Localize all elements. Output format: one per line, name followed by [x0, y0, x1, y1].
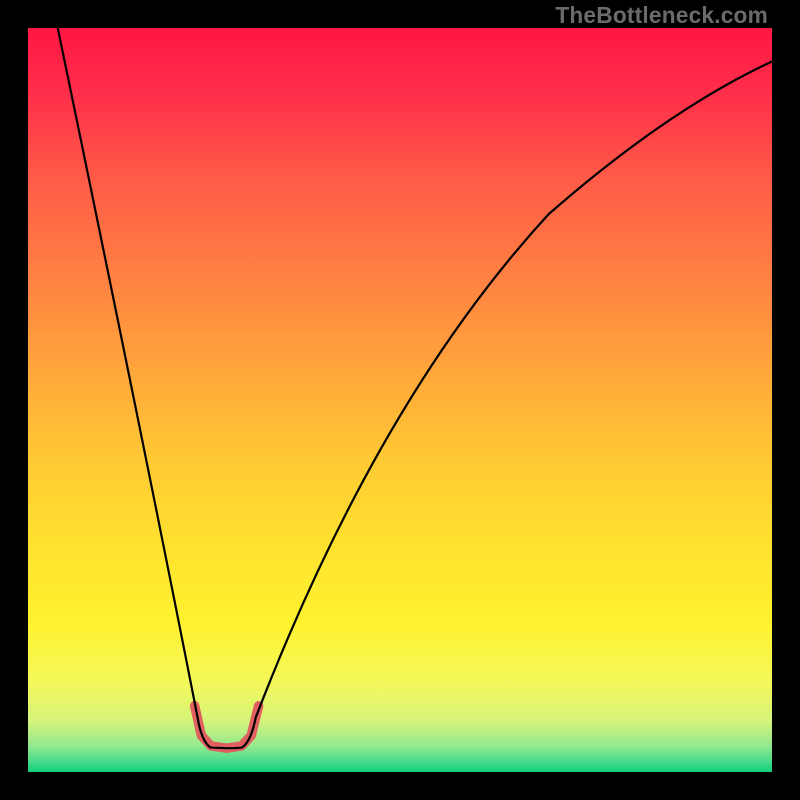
frame-border-left — [0, 0, 28, 800]
frame-border-right — [772, 0, 800, 800]
plot-area — [28, 28, 772, 772]
frame-border-bottom — [0, 772, 800, 800]
curve-layer — [28, 28, 772, 772]
bottleneck-curve-main — [58, 28, 772, 748]
watermark-text: TheBottleneck.com — [555, 2, 768, 29]
chart-frame: TheBottleneck.com — [0, 0, 800, 800]
